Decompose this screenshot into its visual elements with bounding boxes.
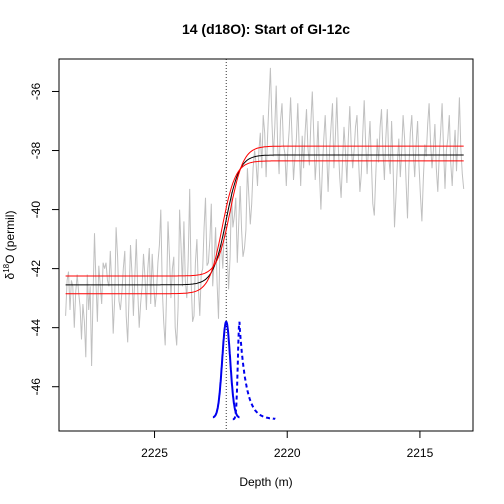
upper-band-line bbox=[65, 145, 464, 277]
density-solid-line bbox=[212, 320, 240, 419]
y-axis: -46 -44 -42 -40 -38 -36 bbox=[29, 82, 60, 396]
y-axis-label-prefix: δ bbox=[3, 272, 17, 279]
x-tick-label: 2215 bbox=[407, 446, 434, 460]
lower-band-line bbox=[65, 160, 464, 295]
density-dashed-line bbox=[232, 321, 276, 421]
y-tick-label: -42 bbox=[29, 260, 43, 278]
y-axis-label-superscript: 18 bbox=[2, 263, 11, 272]
data-series-line bbox=[65, 67, 465, 367]
y-tick-label: -40 bbox=[29, 201, 43, 219]
y-tick-label: -38 bbox=[29, 142, 43, 160]
y-tick-label: -46 bbox=[29, 378, 43, 396]
x-tick-label: 2225 bbox=[141, 446, 168, 460]
y-tick-label: -44 bbox=[29, 319, 43, 337]
chart-title: 14 (d18O): Start of GI-12c bbox=[182, 21, 350, 37]
x-tick-label: 2220 bbox=[274, 446, 301, 460]
fit-line bbox=[65, 154, 464, 286]
x-axis: 2225 2220 2215 bbox=[141, 430, 434, 460]
plot-area bbox=[65, 59, 465, 431]
x-axis-label: Depth (m) bbox=[239, 475, 292, 489]
y-axis-label-suffix: O (permil) bbox=[3, 211, 17, 264]
plot-frame bbox=[58, 58, 474, 432]
y-tick-label: -36 bbox=[29, 82, 43, 100]
y-axis-label: δ18O (permil) bbox=[2, 211, 17, 280]
